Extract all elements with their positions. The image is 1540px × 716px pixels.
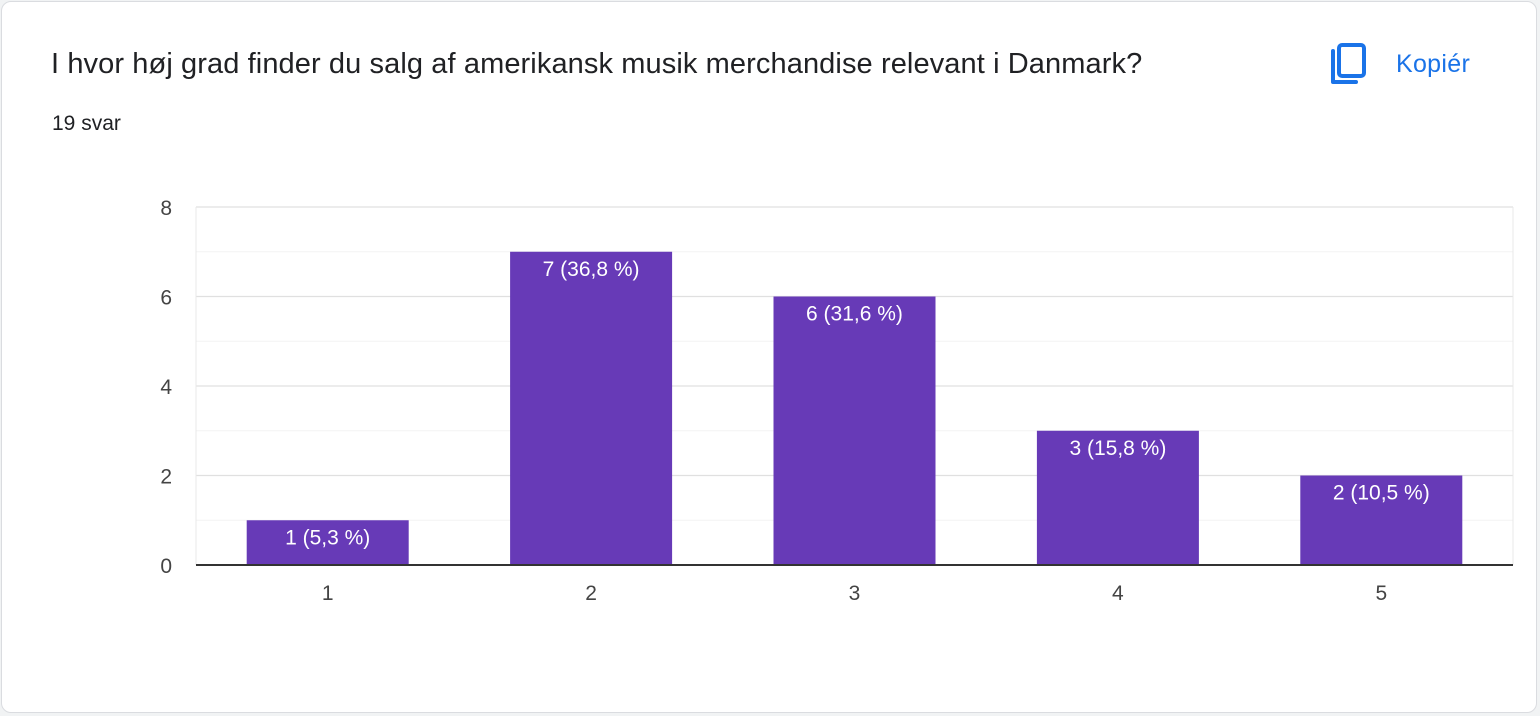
bar-data-label: 1 (5,3 %)	[285, 526, 370, 549]
question-title: I hvor høj grad finder du salg af amerik…	[51, 48, 1143, 80]
response-count: 19 svar	[52, 112, 121, 135]
y-tick-label: 2	[160, 466, 172, 489]
bar-data-label: 6 (31,6 %)	[806, 303, 903, 326]
bar[interactable]	[246, 520, 409, 565]
bar-data-label: 2 (10,5 %)	[1333, 482, 1430, 505]
x-tick-label: 2	[585, 582, 597, 605]
chart-labels: 0 2 4 6 8 1 (5,3 %) 1 7 (36,8 %) 2 6 (31,6 %) 3 3 (…	[160, 197, 1513, 605]
bar[interactable]	[1300, 475, 1463, 566]
x-tick-label: 3	[849, 582, 861, 605]
chart-bars	[246, 251, 1463, 566]
x-tick-label: 1	[322, 582, 334, 605]
y-tick-label: 8	[160, 197, 172, 220]
y-tick-label: 4	[160, 376, 172, 399]
x-tick-label: 5	[1375, 582, 1387, 605]
y-tick-label: 6	[160, 287, 172, 310]
bar[interactable]	[1036, 430, 1199, 565]
copy-icon	[1331, 43, 1366, 84]
bar-data-label: 3 (15,8 %)	[1069, 437, 1166, 460]
bar[interactable]	[510, 251, 673, 565]
copy-chart-button[interactable]: Kopiér	[1328, 38, 1470, 90]
bar[interactable]	[773, 296, 936, 566]
bar-data-label: 7 (36,8 %)	[543, 258, 640, 281]
copy-label: Kopiér	[1396, 49, 1471, 78]
y-tick-label: 0	[160, 555, 172, 578]
x-tick-label: 4	[1112, 582, 1124, 605]
